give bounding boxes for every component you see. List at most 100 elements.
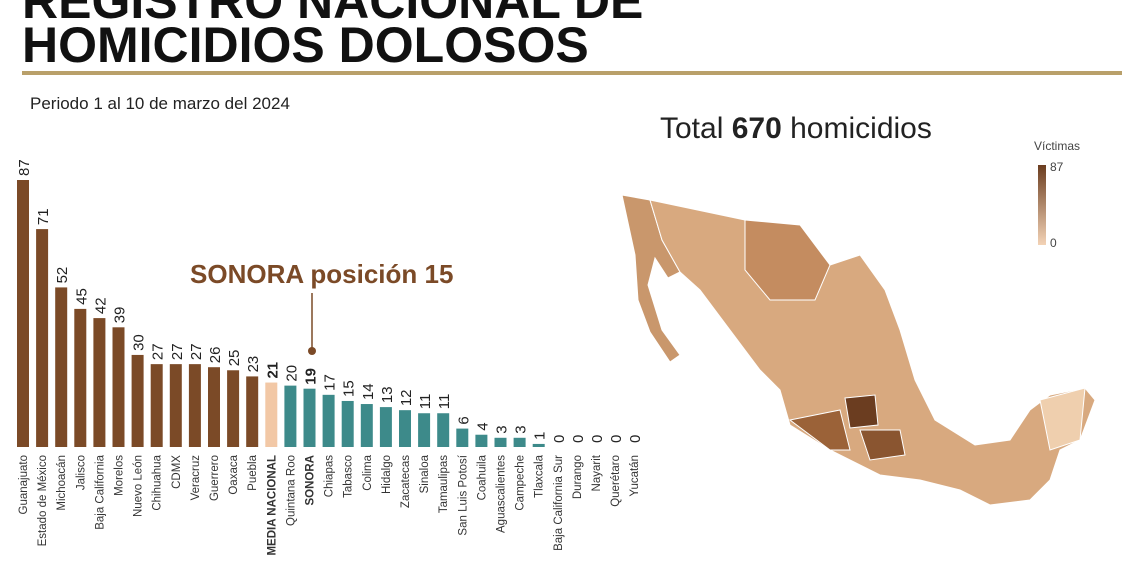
value-label: 52 [54, 267, 71, 284]
bar [456, 428, 469, 447]
bar [227, 370, 240, 447]
value-label: 14 [360, 383, 377, 400]
value-label: 71 [35, 208, 52, 225]
value-label: 30 [131, 334, 148, 351]
category-label: Tabasco [343, 455, 355, 498]
value-label: 11 [436, 394, 453, 410]
category-label: Colima [362, 454, 374, 490]
category-label: Tlaxcala [534, 454, 546, 497]
value-label: 1 [532, 432, 549, 440]
bar [399, 410, 411, 447]
category-label: Michoacán [56, 455, 68, 511]
bar [188, 364, 201, 447]
bar [150, 364, 163, 447]
value-label: 3 [513, 425, 530, 433]
total-prefix: Total [660, 112, 723, 145]
bar-chart: 87 Guanajuato 71 Estado de México 52 Michoacá… [16, 159, 644, 555]
value-label: 13 [379, 386, 396, 403]
category-label: Nuevo León [133, 455, 145, 517]
value-label: 87 [16, 159, 33, 176]
value-label: 23 [245, 356, 262, 373]
category-label: Estado de México [37, 455, 49, 546]
bar [55, 287, 68, 447]
value-label: 27 [188, 343, 205, 360]
bar [169, 364, 182, 447]
bar [322, 394, 335, 447]
annotation: SONORA posición 15 [190, 259, 453, 289]
category-label: Sinaloa [419, 454, 431, 493]
bar [513, 437, 526, 447]
value-label: 15 [341, 380, 358, 397]
value-label: 17 [322, 374, 339, 391]
map-state [744, 219, 831, 301]
colorbar-max: 87 [1050, 160, 1064, 174]
total-suffix: homicidios [790, 112, 932, 145]
bar [303, 388, 316, 447]
value-label: 0 [551, 435, 568, 443]
bar [284, 385, 297, 447]
colorbar-min: 0 [1050, 236, 1057, 250]
bar [208, 367, 220, 447]
category-label: Hidalgo [381, 455, 393, 494]
map [621, 194, 1096, 506]
bar [36, 229, 49, 447]
value-label: 26 [207, 347, 224, 364]
category-label: Veracruz [190, 455, 202, 501]
title-rule [22, 71, 1122, 75]
category-label: Guerrero [209, 455, 221, 501]
value-label: 21 [264, 362, 281, 379]
value-label: 0 [570, 435, 587, 443]
bar [74, 308, 87, 447]
bar [494, 437, 507, 447]
category-label: Jalisco [75, 455, 87, 490]
category-label: Oaxaca [228, 454, 240, 494]
bar [437, 413, 450, 447]
category-label: Puebla [247, 454, 259, 490]
category-label: Chihuahua [152, 454, 164, 510]
category-label: Zacatecas [400, 455, 412, 508]
value-label: 0 [627, 435, 644, 443]
category-label: Nayarit [591, 454, 603, 491]
total: Total 670 homicidios [660, 112, 932, 145]
category-label: Coahuila [476, 454, 488, 500]
subtitle: Periodo 1 al 10 de marzo del 2024 [30, 94, 290, 113]
bar [379, 407, 392, 447]
category-label: Quintana Roo [285, 455, 297, 526]
value-label: 4 [474, 422, 491, 430]
bar [112, 327, 125, 447]
annotation-dot [308, 347, 316, 355]
bar [475, 434, 488, 447]
category-label: Tamaulipas [438, 455, 450, 513]
value-label: 11 [417, 394, 434, 410]
map-state [859, 429, 906, 461]
category-label: Baja California Sur [553, 455, 565, 551]
category-label: Chiapas [324, 455, 336, 497]
category-label: San Luis Potosí [457, 454, 469, 535]
category-label: SONORA [305, 455, 317, 505]
colorbar [1038, 165, 1046, 245]
category-label: CDMX [171, 455, 183, 489]
category-label: Morelos [114, 455, 126, 496]
value-label: 25 [226, 350, 243, 367]
value-label: 19 [303, 368, 320, 385]
value-label: 0 [589, 435, 606, 443]
value-label: 12 [398, 389, 415, 406]
value-label: 20 [283, 365, 300, 382]
value-label: 3 [494, 425, 511, 433]
bar [341, 400, 354, 447]
bar [265, 382, 278, 447]
category-label: Durango [572, 455, 584, 499]
bar [17, 180, 29, 447]
bar [131, 354, 144, 447]
bar [360, 404, 373, 447]
title-line2: HOMICIDIOS DOLOSOS [22, 17, 589, 73]
bar [93, 318, 106, 447]
value-label: 27 [150, 343, 167, 360]
value-label: 45 [73, 288, 90, 305]
total-value: 670 [732, 112, 782, 145]
bar [532, 443, 545, 447]
bar [418, 413, 431, 447]
category-label: MEDIA NACIONAL [266, 455, 278, 556]
map-state [788, 409, 851, 451]
